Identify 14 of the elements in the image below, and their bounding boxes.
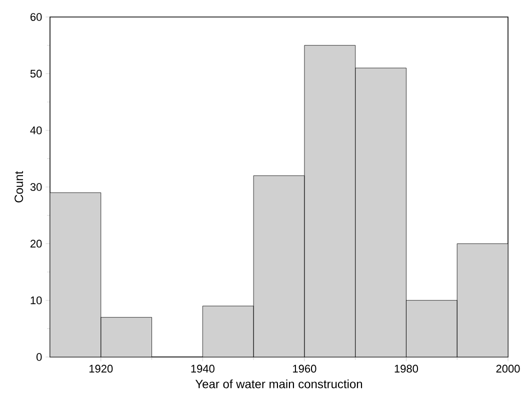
- y-tick-label: 50: [30, 70, 42, 78]
- y-tick-label: 0: [36, 353, 42, 361]
- x-tick-label: 1980: [394, 364, 418, 373]
- y-axis-title: Count: [14, 171, 24, 202]
- y-tick-label: 30: [30, 183, 42, 191]
- x-tick-label: 1920: [89, 364, 113, 373]
- x-axis-title: Year of water main construction: [195, 379, 362, 388]
- x-tick-label: 1940: [191, 364, 214, 373]
- y-tick-label: 20: [30, 240, 42, 248]
- y-tick-label: 40: [30, 126, 42, 134]
- y-tick-label: 10: [30, 296, 42, 304]
- x-tick-label: 1960: [293, 364, 316, 373]
- x-tick-label: 2000: [496, 364, 520, 373]
- y-tick-label: 60: [30, 13, 42, 21]
